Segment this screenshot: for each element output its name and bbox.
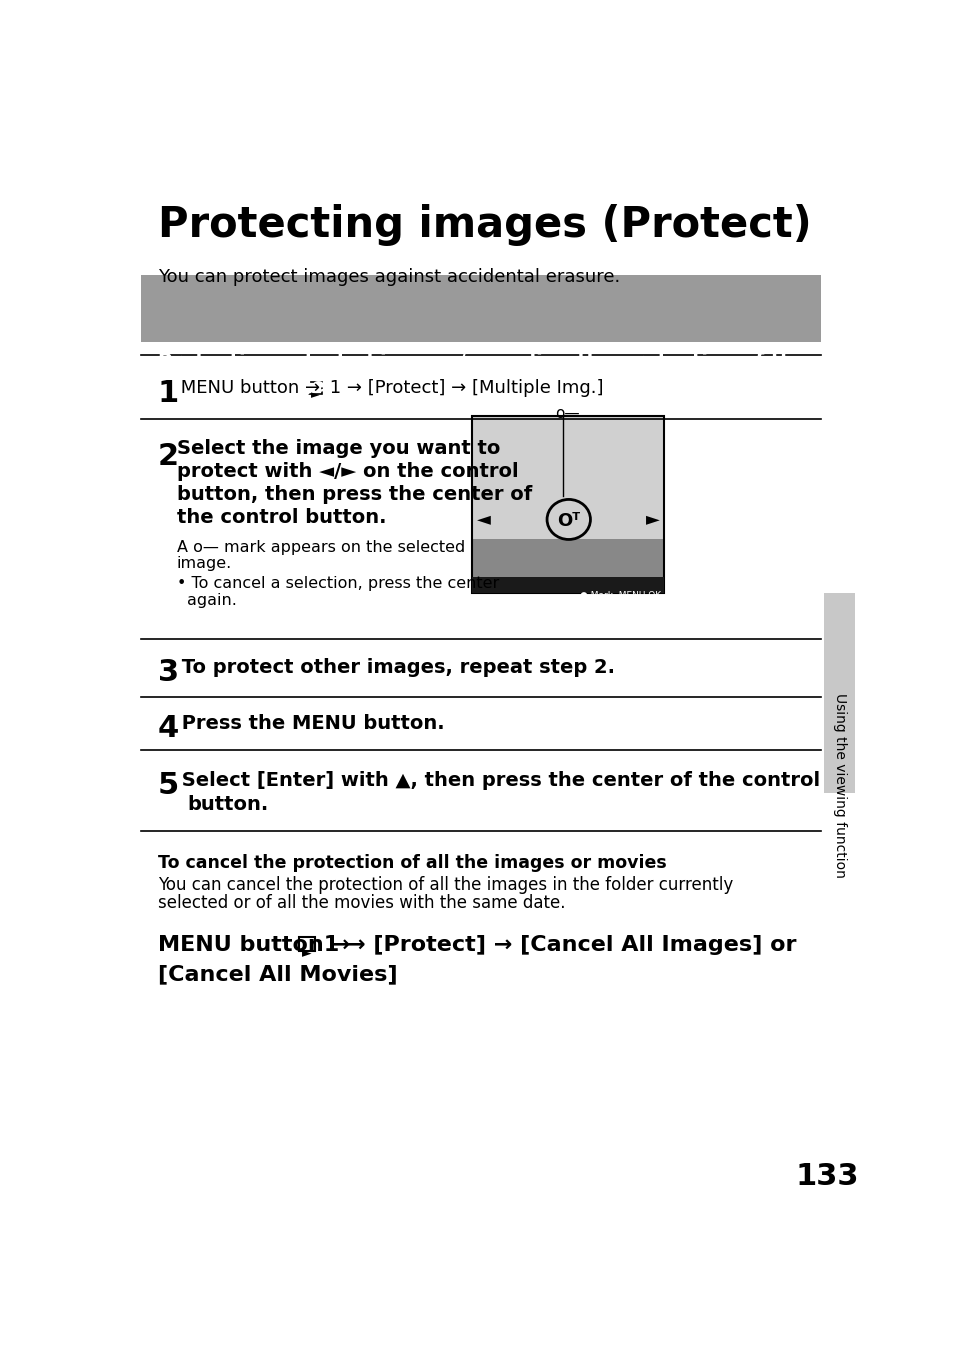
Text: 2: 2 xyxy=(158,443,179,472)
Text: 5: 5 xyxy=(158,771,179,800)
Text: To cancel the protection of all the images or movies: To cancel the protection of all the imag… xyxy=(158,854,666,873)
Text: 133: 133 xyxy=(794,1162,858,1192)
Text: You can cancel the protection of all the images in the folder currently: You can cancel the protection of all the… xyxy=(158,876,733,894)
Text: 3: 3 xyxy=(158,658,179,687)
Text: selected images: selected images xyxy=(158,377,336,395)
Bar xyxy=(141,274,821,343)
Text: o—: o— xyxy=(555,406,578,421)
Text: ►: ► xyxy=(302,947,312,960)
Bar xyxy=(823,593,855,792)
Text: Press the MENU button.: Press the MENU button. xyxy=(174,714,444,733)
Text: You can protect images against accidental erasure.: You can protect images against accidenta… xyxy=(158,268,619,285)
Text: ►: ► xyxy=(645,511,659,529)
Bar xyxy=(472,539,663,593)
Text: Protecting images (Protect): Protecting images (Protect) xyxy=(158,203,811,246)
Text: selected or of all the movies with the same date.: selected or of all the movies with the s… xyxy=(158,894,565,912)
Text: button.: button. xyxy=(187,795,269,814)
Text: protect with ◄/► on the control: protect with ◄/► on the control xyxy=(176,461,517,480)
Bar xyxy=(472,577,663,593)
Text: ◄: ◄ xyxy=(476,511,491,529)
Bar xyxy=(308,382,322,394)
Text: ►: ► xyxy=(311,390,319,399)
Text: [Cancel All Movies]: [Cancel All Movies] xyxy=(158,964,397,985)
Text: 1 → [Protect] → [Cancel All Images] or: 1 → [Protect] → [Cancel All Images] or xyxy=(315,935,796,955)
Bar xyxy=(472,416,663,539)
Text: 1: 1 xyxy=(158,379,179,409)
Text: MENU button →: MENU button → xyxy=(174,379,326,397)
Text: Oᵀ: Oᵀ xyxy=(557,512,579,530)
Text: Using the viewing function: Using the viewing function xyxy=(832,693,846,877)
Text: image.: image. xyxy=(176,557,232,572)
Text: ● Mark  MENU OK: ● Mark MENU OK xyxy=(579,590,660,600)
Text: 4: 4 xyxy=(158,714,179,744)
Text: • To cancel a selection, press the center: • To cancel a selection, press the cente… xyxy=(176,576,498,590)
Bar xyxy=(298,936,314,951)
Text: the control button.: the control button. xyxy=(176,508,386,527)
Text: button, then press the center of: button, then press the center of xyxy=(176,484,531,504)
Text: MENU button →: MENU button → xyxy=(158,935,357,955)
Text: Protecting selected images/canceling the protection of the: Protecting selected images/canceling the… xyxy=(158,352,806,371)
Bar xyxy=(472,416,663,593)
Text: Select the image you want to: Select the image you want to xyxy=(176,438,499,457)
Text: A o— mark appears on the selected: A o— mark appears on the selected xyxy=(176,541,464,555)
Text: 1 → [Protect] → [Multiple Img.]: 1 → [Protect] → [Multiple Img.] xyxy=(323,379,602,397)
Text: To protect other images, repeat step 2.: To protect other images, repeat step 2. xyxy=(174,658,615,677)
Text: Select [Enter] with ▲, then press the center of the control: Select [Enter] with ▲, then press the ce… xyxy=(174,771,820,791)
Text: again.: again. xyxy=(187,593,237,608)
